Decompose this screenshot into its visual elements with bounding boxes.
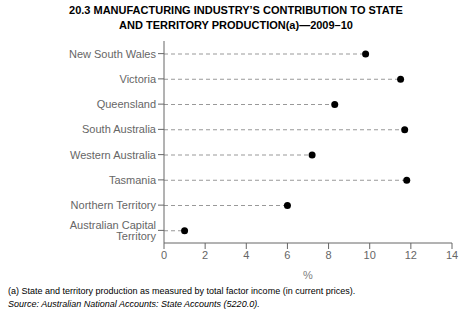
svg-text:Australian CapitalTerritory: Australian CapitalTerritory xyxy=(70,219,157,242)
svg-text:South Australia: South Australia xyxy=(82,123,157,135)
svg-text:2: 2 xyxy=(202,249,208,261)
svg-text:8: 8 xyxy=(326,249,332,261)
svg-text:4: 4 xyxy=(243,249,249,261)
svg-text:0: 0 xyxy=(161,249,167,261)
html-text:20.3 MANUFACTURING INDUSTRY’S: 20.3 MANUFACTURING INDUSTRY’S CONTRIBUTI… xyxy=(69,4,403,16)
svg-text:New South Wales: New South Wales xyxy=(69,48,157,60)
svg-text:12: 12 xyxy=(405,249,417,261)
svg-text:Victoria: Victoria xyxy=(120,73,157,85)
svg-text:6: 6 xyxy=(284,249,290,261)
svg-text:Tasmania: Tasmania xyxy=(109,174,157,186)
svg-text:Queensland: Queensland xyxy=(97,98,156,110)
svg-text:%: % xyxy=(303,269,313,281)
svg-text:Western Australia: Western Australia xyxy=(70,149,157,161)
html-text:AND TERRITORY PRODUCTION(a)—20: AND TERRITORY PRODUCTION(a)—2009–10 xyxy=(119,19,353,31)
html-text:(a) State and territory produc: (a) State and territory production as me… xyxy=(8,286,356,296)
svg-text:10: 10 xyxy=(364,249,376,261)
html-text:Source: Australian National Ac: Source: Australian National Accounts: St… xyxy=(8,299,260,309)
svg-text:Northern Territory: Northern Territory xyxy=(71,199,157,211)
svg-text:14: 14 xyxy=(446,249,458,261)
